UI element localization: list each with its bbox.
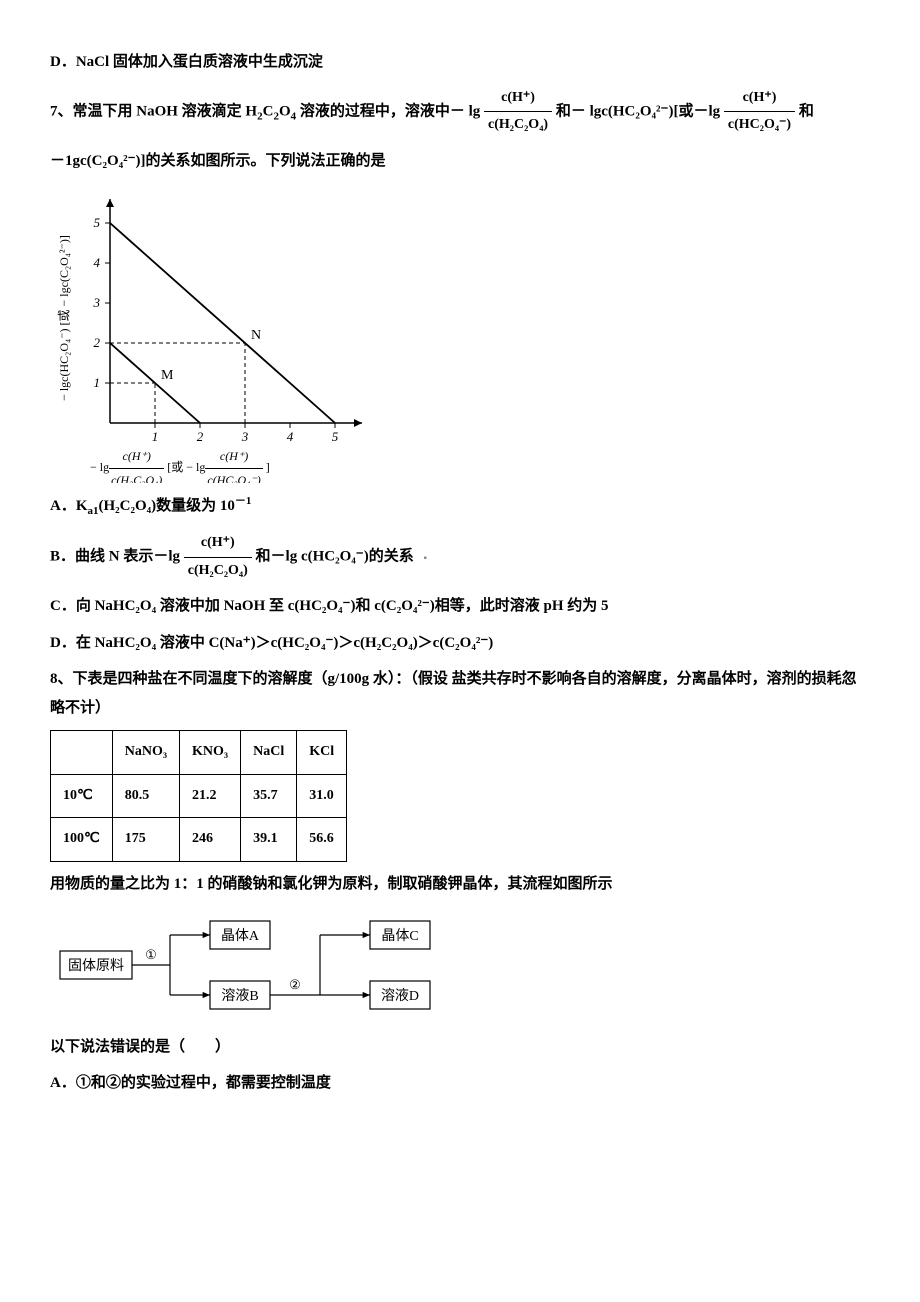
- table-header: KNO₃: [180, 731, 241, 775]
- svg-text:M: M: [161, 368, 174, 383]
- svg-text:溶液B: 溶液B: [221, 988, 258, 1004]
- svg-text:固体原料: 固体原料: [68, 958, 124, 974]
- denominator: c(HC₂O₄⁻): [724, 112, 795, 139]
- svg-text:晶体A: 晶体A: [221, 928, 260, 944]
- q7-option-c: C．向 NaHC₂O₄ 溶液中加 NaOH 至 c(HC₂O₄⁻)和 c(C₂O…: [50, 592, 870, 621]
- sub: 2: [257, 110, 263, 122]
- svg-text:4: 4: [287, 429, 294, 444]
- q7-text-p2: 溶液的过程中，溶液中－ lg: [300, 103, 480, 119]
- q8-stem-3: 以下说法错误的是（ ）: [50, 1033, 870, 1062]
- svg-text:5: 5: [94, 215, 101, 230]
- table-header: KCl: [297, 731, 347, 775]
- q7-text-p3: 和－ lgc(HC₂O₄²⁻)[或－lg: [556, 103, 720, 119]
- fraction-1: c(H⁺) c(H₂C₂O₄): [484, 85, 552, 139]
- opt-b-p2: 和－lg c(HC₂O₄⁻)的关系: [256, 549, 414, 565]
- q8-stem-1: 8、下表是四种盐在不同温度下的溶解度（g/100g 水）：（假设 盐类共存时不影…: [50, 665, 870, 722]
- opt-b-p1: B．曲线 N 表示－lg: [50, 549, 180, 565]
- q8-option-a: A．①和②的实验过程中，都需要控制温度: [50, 1069, 870, 1098]
- q7-stem: 7、常温下用 NaOH 溶液滴定 H2C2O4 溶液的过程中，溶液中－ lg c…: [50, 85, 870, 139]
- svg-text:溶液D: 溶液D: [381, 988, 419, 1004]
- fraction-b: c(H⁺) c(H₂C₂O₄): [184, 530, 252, 584]
- svg-text:3: 3: [241, 429, 249, 444]
- numerator: c(H⁺): [484, 85, 552, 113]
- table-cell: 10℃: [51, 774, 113, 818]
- q7-stem-line2: －1gc(C₂O₄²⁻)]的关系如图所示。下列说法正确的是: [50, 147, 870, 176]
- table-cell: 246: [180, 818, 241, 862]
- sup: －1: [235, 495, 252, 507]
- svg-text:2: 2: [94, 335, 101, 350]
- svg-text:N: N: [251, 328, 261, 343]
- opt-a-p1: A．K: [50, 498, 88, 514]
- option-d-prev: D．NaCl 固体加入蛋白质溶液中生成沉淀: [50, 48, 870, 77]
- svg-text:1: 1: [94, 375, 101, 390]
- dot-marker: ▪: [423, 553, 427, 564]
- numerator: c(H⁺): [184, 530, 252, 558]
- svg-text:晶体C: 晶体C: [381, 928, 418, 944]
- table-cell: 100℃: [51, 818, 113, 862]
- q8-flowchart: 固体原料 ① 晶体A 溶液B ② 晶体C 溶液D: [50, 911, 870, 1021]
- table-header: NaNO₃: [112, 731, 179, 775]
- table-cell: 80.5: [112, 774, 179, 818]
- table-cell: 39.1: [241, 818, 297, 862]
- table-header: [51, 731, 113, 775]
- q7-option-a: A．Ka1(H₂C₂O₄)数量级为 10－1: [50, 491, 870, 522]
- table-cell: 175: [112, 818, 179, 862]
- table-row: 100℃17524639.156.6: [51, 818, 347, 862]
- svg-text:②: ②: [289, 977, 301, 992]
- table-cell: 35.7: [241, 774, 297, 818]
- denominator: c(H₂C₂O₄): [484, 112, 552, 139]
- q7-text-p1: 7、常温下用 NaOH 溶液滴定 H: [50, 103, 257, 119]
- svg-text:①: ①: [145, 947, 157, 962]
- q7-option-b: B．曲线 N 表示－lg c(H⁺) c(H₂C₂O₄) 和－lg c(HC₂O…: [50, 530, 870, 584]
- q7-option-d: D．在 NaHC₂O₄ 溶液中 C(Na⁺)＞c(HC₂O₄⁻)＞c(H₂C₂O…: [50, 629, 870, 658]
- q8-stem-2: 用物质的量之比为 1：1 的硝酸钠和氯化钾为原料，制取硝酸钾晶体，其流程如图所示: [50, 870, 870, 899]
- sub: 2: [273, 110, 279, 122]
- solubility-table: NaNO₃KNO₃NaClKCl10℃80.521.235.731.0100℃1…: [50, 730, 347, 862]
- opt-a-p2: (H₂C₂O₄)数量级为 10: [99, 498, 235, 514]
- q7-chart: 1 2 3 4 5 1 2 3 4 5 M N − lgc(HC₂O₄⁻) [或 − lgc(C₂O₄²…: [50, 183, 390, 483]
- svg-text:5: 5: [332, 429, 339, 444]
- svg-text:3: 3: [93, 295, 101, 310]
- svg-text:4: 4: [94, 255, 101, 270]
- table-cell: 21.2: [180, 774, 241, 818]
- table-cell: 56.6: [297, 818, 347, 862]
- numerator: c(H⁺): [724, 85, 795, 113]
- svg-text:− lgc(HC₂O₄⁻) [或 − lgc(C₂O₄²⁻): − lgc(HC₂O₄⁻) [或 − lgc(C₂O₄²⁻)]: [57, 235, 71, 401]
- svg-text:2: 2: [197, 429, 204, 444]
- sub: a1: [88, 505, 99, 517]
- table-header: NaCl: [241, 731, 297, 775]
- table-row: 10℃80.521.235.731.0: [51, 774, 347, 818]
- q7-text-p4: 和: [799, 103, 814, 119]
- sub: 4: [291, 110, 297, 122]
- svg-text:1: 1: [152, 429, 159, 444]
- denominator: c(H₂C₂O₄): [184, 558, 252, 585]
- table-cell: 31.0: [297, 774, 347, 818]
- fraction-2: c(H⁺) c(HC₂O₄⁻): [724, 85, 795, 139]
